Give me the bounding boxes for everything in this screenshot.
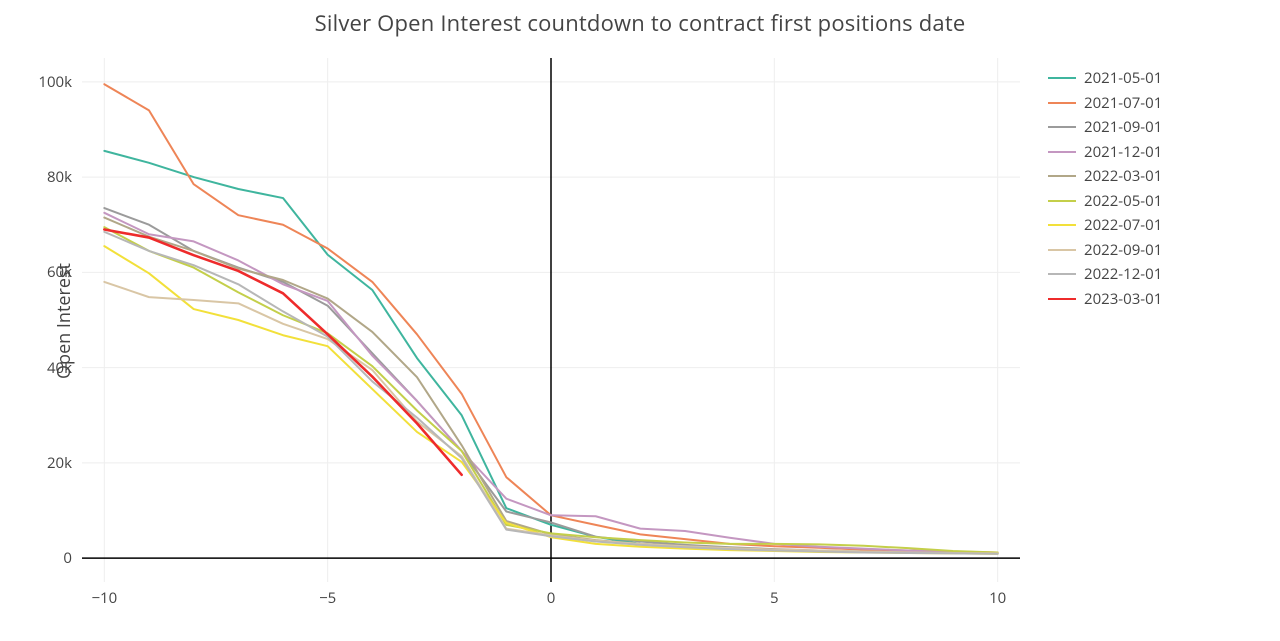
legend-item[interactable]: 2021-05-01 bbox=[1048, 66, 1162, 91]
legend-label: 2023-03-01 bbox=[1084, 289, 1162, 309]
legend-label: 2022-03-01 bbox=[1084, 166, 1162, 186]
legend-label: 2021-05-01 bbox=[1084, 68, 1162, 88]
legend-swatch bbox=[1048, 249, 1076, 251]
legend-item[interactable]: 2021-09-01 bbox=[1048, 115, 1162, 140]
y-tick-label: 40k bbox=[47, 358, 72, 378]
legend-item[interactable]: 2021-07-01 bbox=[1048, 91, 1162, 116]
legend-label: 2022-12-01 bbox=[1084, 264, 1162, 284]
chart-svg bbox=[82, 58, 1020, 582]
legend-swatch bbox=[1048, 175, 1076, 177]
legend-swatch bbox=[1048, 151, 1076, 153]
legend-swatch bbox=[1048, 273, 1076, 275]
legend-label: 2021-07-01 bbox=[1084, 93, 1162, 113]
chart-title: Silver Open Interest countdown to contra… bbox=[0, 8, 1280, 38]
legend-swatch bbox=[1048, 102, 1076, 104]
legend-item[interactable]: 2022-12-01 bbox=[1048, 262, 1162, 287]
legend-item[interactable]: 2022-09-01 bbox=[1048, 238, 1162, 263]
y-tick-label: 80k bbox=[47, 167, 72, 187]
y-tick-label: 0 bbox=[63, 548, 72, 568]
x-tick-label: 5 bbox=[770, 588, 779, 608]
legend-label: 2021-12-01 bbox=[1084, 142, 1162, 162]
legend-swatch bbox=[1048, 77, 1076, 79]
legend-label: 2022-05-01 bbox=[1084, 191, 1162, 211]
legend[interactable]: 2021-05-01 2021-07-01 2021-09-01 2021-12-01… bbox=[1048, 66, 1162, 311]
x-tick-label: 10 bbox=[989, 588, 1006, 608]
legend-swatch bbox=[1048, 200, 1076, 202]
x-tick-label: 0 bbox=[547, 588, 556, 608]
plot-area[interactable] bbox=[82, 58, 1020, 582]
y-tick-label: 20k bbox=[47, 453, 72, 473]
legend-label: 2021-09-01 bbox=[1084, 117, 1162, 137]
y-tick-label: 60k bbox=[47, 262, 72, 282]
legend-item[interactable]: 2023-03-01 bbox=[1048, 287, 1162, 312]
legend-item[interactable]: 2021-12-01 bbox=[1048, 140, 1162, 165]
y-tick-label: 100k bbox=[38, 72, 72, 92]
legend-item[interactable]: 2022-05-01 bbox=[1048, 189, 1162, 214]
legend-swatch bbox=[1048, 298, 1076, 300]
x-tick-label: −5 bbox=[319, 588, 336, 608]
legend-label: 2022-09-01 bbox=[1084, 240, 1162, 260]
chart-container: Silver Open Interest countdown to contra… bbox=[0, 0, 1280, 641]
legend-swatch bbox=[1048, 126, 1076, 128]
legend-item[interactable]: 2022-03-01 bbox=[1048, 164, 1162, 189]
x-tick-label: −10 bbox=[91, 588, 117, 608]
legend-label: 2022-07-01 bbox=[1084, 215, 1162, 235]
legend-swatch bbox=[1048, 224, 1076, 226]
legend-item[interactable]: 2022-07-01 bbox=[1048, 213, 1162, 238]
